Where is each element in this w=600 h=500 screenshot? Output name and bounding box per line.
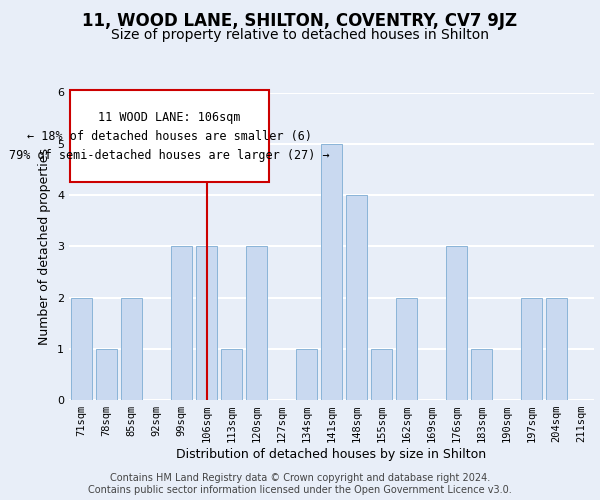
Bar <box>221 349 242 400</box>
Bar <box>246 246 267 400</box>
X-axis label: Distribution of detached houses by size in Shilton: Distribution of detached houses by size … <box>176 448 487 461</box>
Bar <box>296 349 317 400</box>
Bar <box>446 246 467 400</box>
FancyBboxPatch shape <box>70 90 269 182</box>
Text: Size of property relative to detached houses in Shilton: Size of property relative to detached ho… <box>111 28 489 42</box>
Bar <box>96 349 117 400</box>
Bar <box>521 298 542 400</box>
Bar <box>71 298 92 400</box>
Bar <box>121 298 142 400</box>
Bar <box>171 246 192 400</box>
Text: Contains HM Land Registry data © Crown copyright and database right 2024.
Contai: Contains HM Land Registry data © Crown c… <box>88 474 512 495</box>
Bar <box>321 144 342 400</box>
Text: 11 WOOD LANE: 106sqm
← 18% of detached houses are smaller (6)
79% of semi-detach: 11 WOOD LANE: 106sqm ← 18% of detached h… <box>10 110 330 162</box>
Bar <box>371 349 392 400</box>
Text: 11, WOOD LANE, SHILTON, COVENTRY, CV7 9JZ: 11, WOOD LANE, SHILTON, COVENTRY, CV7 9J… <box>82 12 518 30</box>
Bar <box>396 298 417 400</box>
Bar <box>546 298 567 400</box>
Bar <box>346 195 367 400</box>
Y-axis label: Number of detached properties: Number of detached properties <box>38 148 52 345</box>
Bar <box>471 349 492 400</box>
Bar <box>196 246 217 400</box>
